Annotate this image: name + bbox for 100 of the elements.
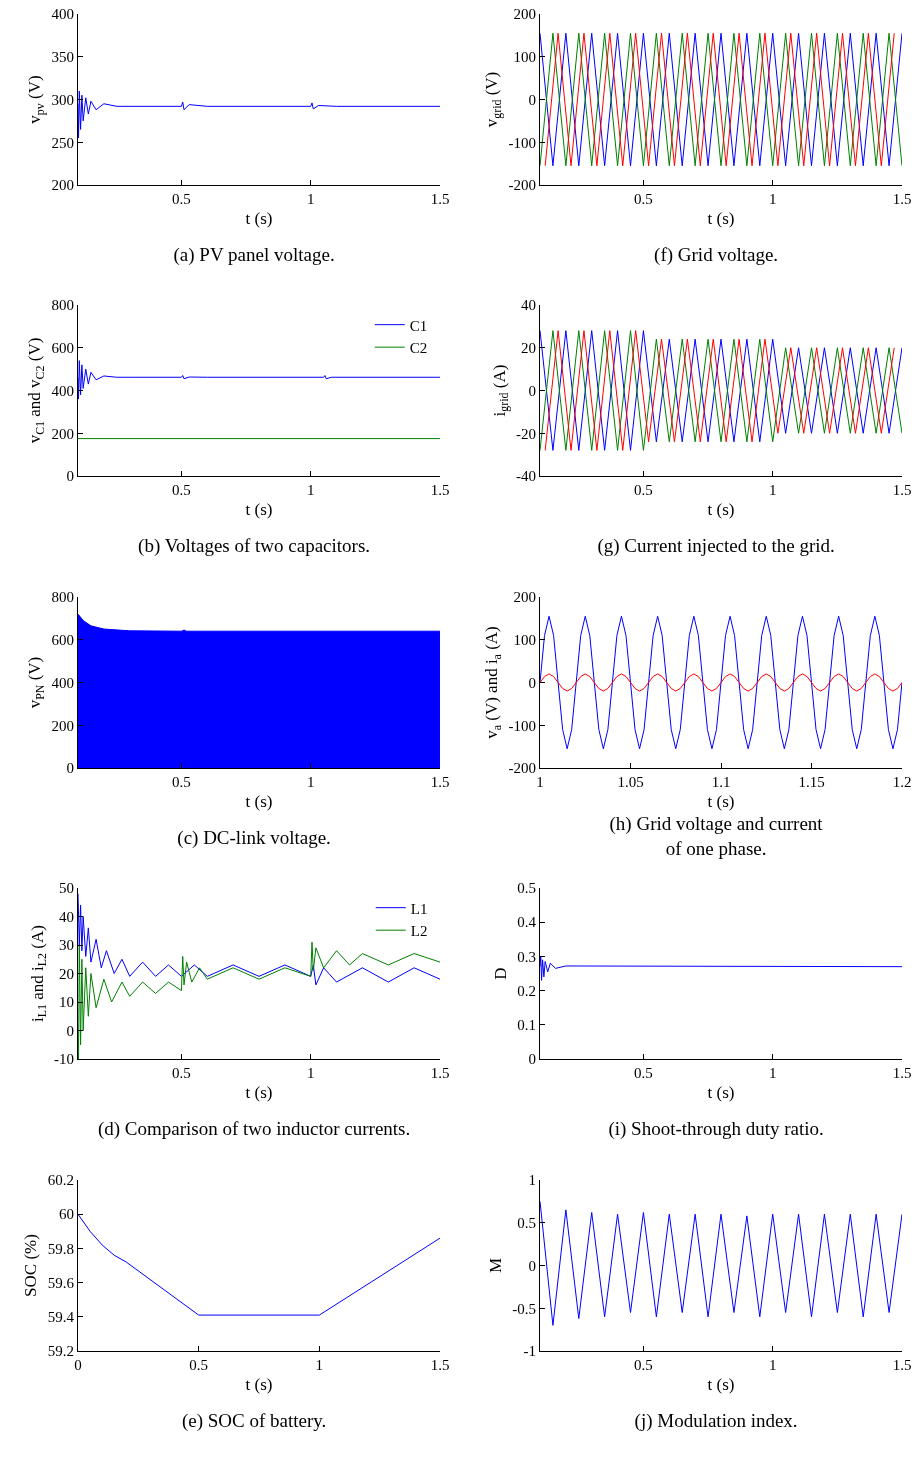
x-tick-label: 1.5: [892, 1065, 912, 1082]
legend-label: L2: [410, 923, 428, 940]
x-tick-label: 0.5: [172, 773, 191, 790]
x-tick-label: 1: [306, 482, 315, 499]
y-tick-label: 59.2: [47, 1342, 74, 1359]
line-series: [540, 1200, 902, 1326]
text: (c) DC-link voltage.: [177, 826, 331, 849]
y-tick-label: 300: [51, 91, 74, 108]
x-tick-label: 1: [768, 1065, 777, 1082]
y-axis-title: D: [490, 967, 510, 980]
y-tick-label: 40: [521, 297, 536, 314]
y-tick-label: 100: [513, 631, 536, 648]
legend-label: C2: [409, 340, 428, 357]
text: (a) PV panel voltage.: [173, 243, 335, 266]
x-tick-label: 0.5: [172, 191, 191, 207]
y-tick-label: 0: [66, 1022, 74, 1039]
x-tick-label: 0.5: [634, 191, 653, 207]
x-tick-label: 1.5: [430, 191, 450, 207]
y-tick-label: 800: [51, 297, 74, 314]
y-tick-label: 100: [513, 49, 536, 65]
y-tick-label: 0.3: [517, 948, 536, 965]
y-tick-label: 0.5: [517, 880, 536, 897]
y-tick-label: 50: [59, 880, 74, 897]
x-tick-label: 0.5: [172, 482, 191, 499]
x-axis-title: t (s): [245, 1374, 273, 1394]
text: (i) Shoot-through duty ratio.: [608, 1117, 824, 1140]
x-axis-title: t (s): [707, 1083, 735, 1103]
x-tick-label: 1.15: [798, 773, 825, 790]
y-tick-label: -100: [508, 717, 536, 734]
x-tick-label: 1: [306, 191, 315, 207]
x-axis-title: t (s): [245, 792, 273, 812]
y-tick-label: -200: [508, 760, 536, 777]
y-tick-label: 0: [528, 383, 536, 400]
y-tick-label: -20: [516, 425, 536, 442]
y-tick-label: 200: [51, 425, 74, 442]
x-tick-label: 1.2: [892, 773, 912, 790]
text: (b) Voltages of two capacitors.: [138, 535, 371, 558]
y-axis-title: SOC (%): [21, 1233, 41, 1297]
y-tick-label: 0.5: [517, 1214, 536, 1231]
y-tick-label: 0: [66, 468, 74, 485]
y-tick-label: -40: [516, 468, 536, 485]
y-axis-title: M: [485, 1257, 505, 1273]
x-tick-label: 1.5: [892, 1356, 912, 1373]
text: (j) Modulation index.: [634, 1409, 798, 1432]
y-tick-label: 20: [521, 340, 536, 357]
y-tick-label: 59.6: [47, 1274, 75, 1291]
text: (d) Comparison of two inductor currents.: [97, 1117, 411, 1140]
y-tick-label: 60.2: [47, 1171, 74, 1188]
line-series: [78, 90, 440, 139]
y-tick-label: -10: [54, 1051, 74, 1068]
x-axis-title: t (s): [245, 500, 273, 520]
x-tick-label: 1: [768, 1356, 777, 1373]
y-tick-label: -1: [523, 1342, 536, 1359]
x-axis-title: t (s): [707, 209, 735, 229]
y-tick-label: -200: [508, 177, 536, 194]
y-tick-label: 0: [528, 1051, 536, 1068]
text: (h) Grid voltage and current of one phase.: [609, 813, 824, 859]
x-tick-label: 0.5: [634, 482, 653, 499]
y-tick-label: 200: [513, 589, 536, 606]
x-tick-label: 1.5: [892, 482, 912, 499]
y-tick-label: 350: [51, 49, 74, 65]
y-tick-label: 0: [66, 760, 74, 777]
y-tick-label: -0.5: [512, 1300, 536, 1317]
y-tick-label: 0: [528, 91, 536, 108]
x-tick-label: 1: [315, 1356, 324, 1373]
text: (f) Grid voltage.: [654, 243, 779, 266]
line-series: [78, 1213, 440, 1316]
y-tick-label: 600: [51, 340, 74, 357]
x-axis-title: t (s): [707, 500, 735, 520]
x-axis-title: t (s): [245, 209, 273, 229]
y-tick-label: 400: [51, 383, 74, 400]
text: (e) SOC of battery.: [181, 1409, 327, 1432]
x-tick-label: 1: [306, 1065, 315, 1082]
y-tick-label: 20: [59, 965, 74, 982]
x-tick-label: 1.5: [430, 482, 450, 499]
y-tick-label: 600: [51, 631, 74, 648]
x-tick-label: 1: [306, 773, 315, 790]
y-tick-label: 59.8: [47, 1240, 74, 1257]
x-tick-label: 1: [768, 482, 777, 499]
x-tick-label: 1.05: [617, 773, 644, 790]
line-series: [540, 673, 902, 692]
y-tick-label: -100: [508, 134, 536, 151]
y-tick-label: 10: [59, 994, 74, 1011]
y-tick-label: 0: [528, 1257, 536, 1274]
x-axis-title: t (s): [707, 1374, 735, 1394]
legend-label: L1: [410, 900, 428, 917]
legend-label: C1: [409, 317, 428, 334]
line-series: [78, 360, 440, 400]
x-tick-label: 1.5: [892, 191, 912, 207]
x-tick-label: 1: [768, 191, 777, 207]
x-axis-title: t (s): [707, 792, 735, 812]
y-tick-label: 0.2: [517, 983, 536, 1000]
y-tick-label: 30: [59, 937, 74, 954]
y-tick-label: 400: [51, 674, 74, 691]
y-tick-label: 250: [51, 134, 74, 151]
line-series: [540, 956, 902, 982]
y-tick-label: 800: [51, 589, 74, 606]
y-tick-label: 400: [51, 6, 74, 23]
y-tick-label: 200: [51, 177, 74, 194]
x-tick-label: 1.5: [430, 1065, 450, 1082]
